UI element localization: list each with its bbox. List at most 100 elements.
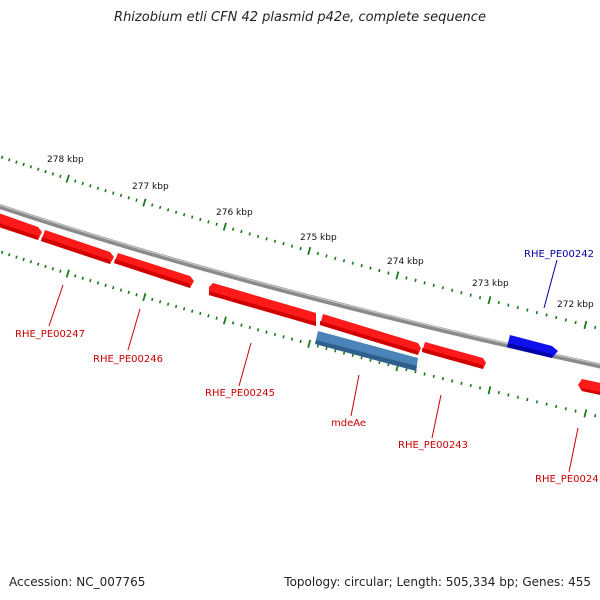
inner-minor-tick — [478, 386, 482, 390]
gene-labels: RHE_PE00247 RHE_PE00246 RHE_PE00245 mdeA… — [15, 249, 600, 485]
gene-rhe-pe00241[interactable] — [578, 379, 600, 396]
outer-minor-tick — [174, 210, 178, 214]
outer-minor-tick — [112, 191, 115, 195]
label-rhe-pe00247[interactable]: RHE_PE00247 — [15, 329, 85, 340]
outer-minor-tick — [96, 186, 100, 190]
inner-minor-tick — [369, 358, 372, 362]
outer-minor-tick — [240, 229, 243, 234]
gene-mdeae[interactable] — [315, 331, 418, 371]
leader-rhe-pe00243 — [431, 394, 442, 439]
outer-minor-tick — [574, 320, 577, 325]
outer-minor-tick — [325, 254, 328, 258]
inner-minor-tick — [334, 349, 337, 353]
inner-minor-tick — [535, 400, 539, 404]
inner-minor-tick — [81, 276, 84, 280]
label-rhe-pe00242[interactable]: RHE_PE00242 — [524, 249, 594, 260]
outer-minor-tick — [405, 276, 408, 280]
outer-minor-tick — [342, 259, 346, 263]
accession-text: Accession: NC_007765 — [9, 575, 146, 589]
inner-minor-tick — [273, 332, 277, 337]
inner-minor-tick — [526, 397, 529, 402]
inner-minor-tick — [516, 395, 519, 399]
inner-minor-tick — [215, 316, 218, 320]
inner-minor-tick — [112, 285, 115, 290]
outer-minor-tick — [81, 181, 84, 186]
gene-rhe-pe00243-a[interactable] — [320, 314, 421, 355]
inner-minor-tick — [248, 325, 251, 330]
outer-minor-tick — [199, 217, 202, 222]
outer-minor-tick — [248, 232, 251, 236]
inner-minor-tick — [44, 264, 47, 269]
leader-rhe-pe00242 — [543, 259, 558, 309]
outer-minor-tick — [507, 303, 510, 307]
outer-minor-tick — [451, 288, 454, 292]
inner-minor-tick — [207, 314, 210, 318]
label-mdeae[interactable]: mdeAe — [331, 418, 366, 429]
label-rhe-pe00246[interactable]: RHE_PE00246 — [93, 354, 163, 365]
outer-minor-tick — [256, 234, 260, 239]
outer-minor-tick — [36, 167, 40, 171]
gene-features — [0, 210, 600, 396]
gene-rhe-pe00247[interactable] — [0, 210, 42, 240]
scale-label-274: 274 kbp — [387, 257, 424, 267]
gene-rhe-pe00242[interactable] — [507, 335, 558, 358]
outer-minor-tick — [8, 158, 11, 162]
leader-rhe-pe00246 — [127, 308, 141, 351]
outer-minor-tick — [29, 165, 33, 169]
outer-minor-tick — [265, 237, 268, 241]
inner-minor-tick — [545, 402, 548, 406]
inner-minor-tick — [8, 253, 11, 257]
outer-minor-tick — [299, 246, 302, 251]
inner-minor-tick — [265, 330, 268, 334]
gene-rhe-pe00245-a[interactable] — [114, 253, 194, 288]
scale-label-273: 273 kbp — [472, 279, 509, 289]
outer-major-tick — [307, 246, 312, 256]
outer-minor-tick — [44, 169, 47, 174]
gene-rhe-pe00245[interactable] — [209, 283, 316, 326]
inner-minor-tick — [158, 300, 162, 304]
outer-minor-tick — [423, 281, 426, 285]
inner-minor-tick — [29, 260, 33, 264]
outer-minor-tick — [22, 162, 25, 167]
gene-leader-lines — [48, 259, 579, 473]
plasmid-backbone — [0, 204, 600, 369]
scale-label-278: 278 kbp — [47, 155, 84, 165]
outer-minor-tick — [215, 222, 218, 226]
outer-minor-tick — [414, 278, 417, 283]
inner-major-tick — [222, 316, 227, 325]
inner-minor-tick — [441, 377, 445, 381]
inner-minor-tick — [36, 262, 40, 266]
outer-minor-tick — [282, 241, 285, 246]
gene-rhe-pe00246[interactable] — [41, 230, 114, 264]
outer-minor-tick — [334, 256, 337, 261]
outer-minor-tick — [191, 215, 194, 219]
outer-minor-tick — [351, 261, 354, 265]
outer-major-tick — [487, 296, 492, 305]
inner-major-tick — [65, 269, 70, 278]
inner-minor-tick — [342, 351, 346, 355]
inner-major-tick — [487, 386, 492, 395]
gene-rhe-pe00243[interactable] — [422, 342, 486, 369]
label-rhe-pe00245[interactable]: RHE_PE00245 — [205, 388, 275, 399]
inner-minor-tick — [166, 302, 170, 306]
outer-minor-tick — [74, 179, 77, 183]
outer-minor-tick — [119, 193, 123, 198]
inner-major-tick — [307, 339, 312, 348]
inner-minor-tick — [174, 304, 178, 309]
inner-major-tick — [583, 409, 588, 418]
inner-minor-tick — [182, 307, 186, 311]
outer-minor-tick — [166, 208, 170, 212]
inner-minor-tick — [432, 374, 435, 378]
inner-minor-tick — [497, 390, 500, 395]
outer-minor-tick — [478, 296, 482, 300]
inner-minor-tick — [74, 274, 77, 278]
scale-label-275: 275 kbp — [300, 233, 337, 243]
inner-minor-tick — [256, 328, 260, 332]
label-rhe-pe00241[interactable]: RHE_PE00241 — [535, 474, 600, 485]
outer-minor-tick — [182, 212, 186, 217]
outer-minor-tick — [15, 160, 18, 164]
label-rhe-pe00243[interactable]: RHE_PE00243 — [398, 440, 468, 451]
inner-minor-tick — [15, 255, 18, 259]
inner-minor-tick — [231, 321, 235, 325]
